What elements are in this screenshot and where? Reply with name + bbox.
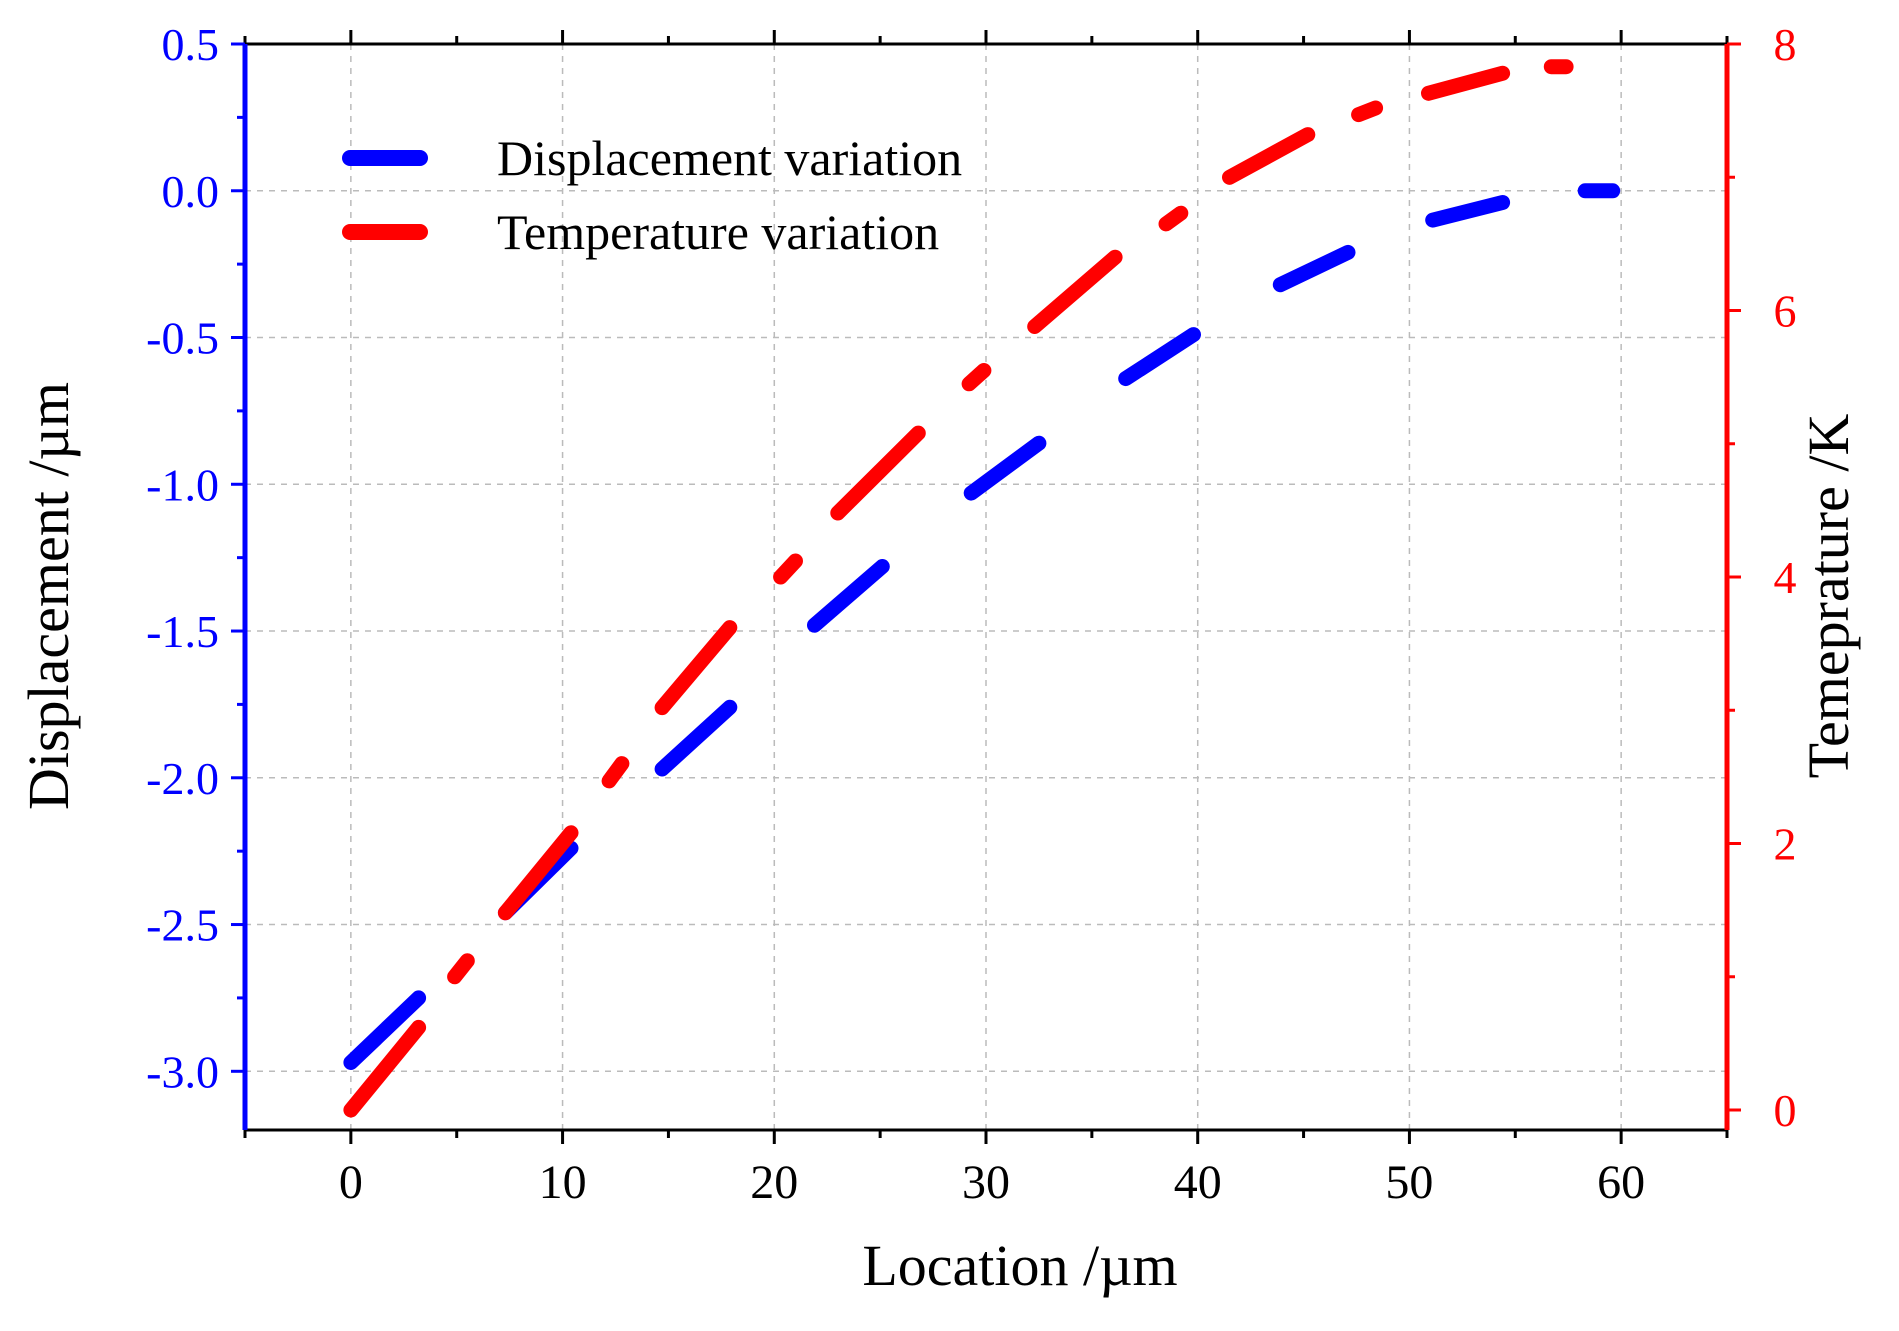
legend-label-temperature: Temperature variation [497,204,939,260]
temperature-segment [830,425,926,521]
temperature-segment [343,1019,427,1118]
displacement-segment [1272,244,1356,293]
y-right-tick-label: 8 [1774,19,1797,70]
temperature-segment [1027,249,1123,334]
temperature-segment [1222,127,1316,185]
temperature-segment [773,553,803,585]
y-left-tick-label: 0.5 [162,19,220,70]
displacement-segment [343,990,427,1070]
x-tick-label: 10 [539,1156,587,1209]
displacement-segment [1425,195,1511,228]
legend: Displacement variation Temperature variat… [342,130,962,260]
y-left-tick-label: 0.0 [162,166,220,217]
displacement-segment [1118,327,1201,387]
ticks [231,30,1741,1144]
y-left-tick-label: -1.0 [146,459,219,510]
x-tick-label: 40 [1174,1156,1222,1209]
y-left-tick-label: -0.5 [146,313,219,364]
displacement-segment [963,435,1047,501]
temperature-segment [654,620,738,716]
grid [245,43,1727,1130]
y-left-tick-label: -2.5 [146,900,219,951]
x-tick-label: 60 [1597,1156,1645,1209]
x-tick-label: 50 [1385,1156,1433,1209]
y-right-tick-label: 6 [1774,286,1797,337]
y-right-tick-label: 4 [1774,552,1797,603]
temperature-segment [1158,205,1189,232]
y-left-tick-label: -3.0 [146,1046,219,1097]
temperature-segment [1421,65,1511,101]
y-left-tick-label: -2.0 [146,753,219,804]
temperature-segment [497,825,579,921]
displacement-segment [654,699,738,777]
x-axis-title: Location /µm [862,1233,1177,1298]
x-tick-label: 20 [750,1156,798,1209]
tick-labels: 0 10 20 30 40 50 600.50.0-0.5-1.0-1.5-2.0-2.5-… [146,19,1796,1209]
legend-label-displacement: Displacement variation [497,130,962,186]
temperature-segment [447,953,475,985]
temperature-segment [961,363,992,392]
y-left-tick-label: -1.5 [146,606,219,657]
y-left-axis-title: Displacement /µm [16,382,81,810]
x-tick-label: 0 [339,1156,363,1209]
displacement-segment [807,559,890,633]
y-right-axis-title: Temeprature /K [1796,414,1861,779]
temperature-segment [601,756,630,789]
temperature-segment [1351,100,1384,123]
x-tick-label: 30 [962,1156,1010,1209]
series-layer [343,59,1621,1118]
y-right-tick-label: 0 [1774,1085,1797,1136]
y-right-tick-label: 2 [1774,819,1797,870]
